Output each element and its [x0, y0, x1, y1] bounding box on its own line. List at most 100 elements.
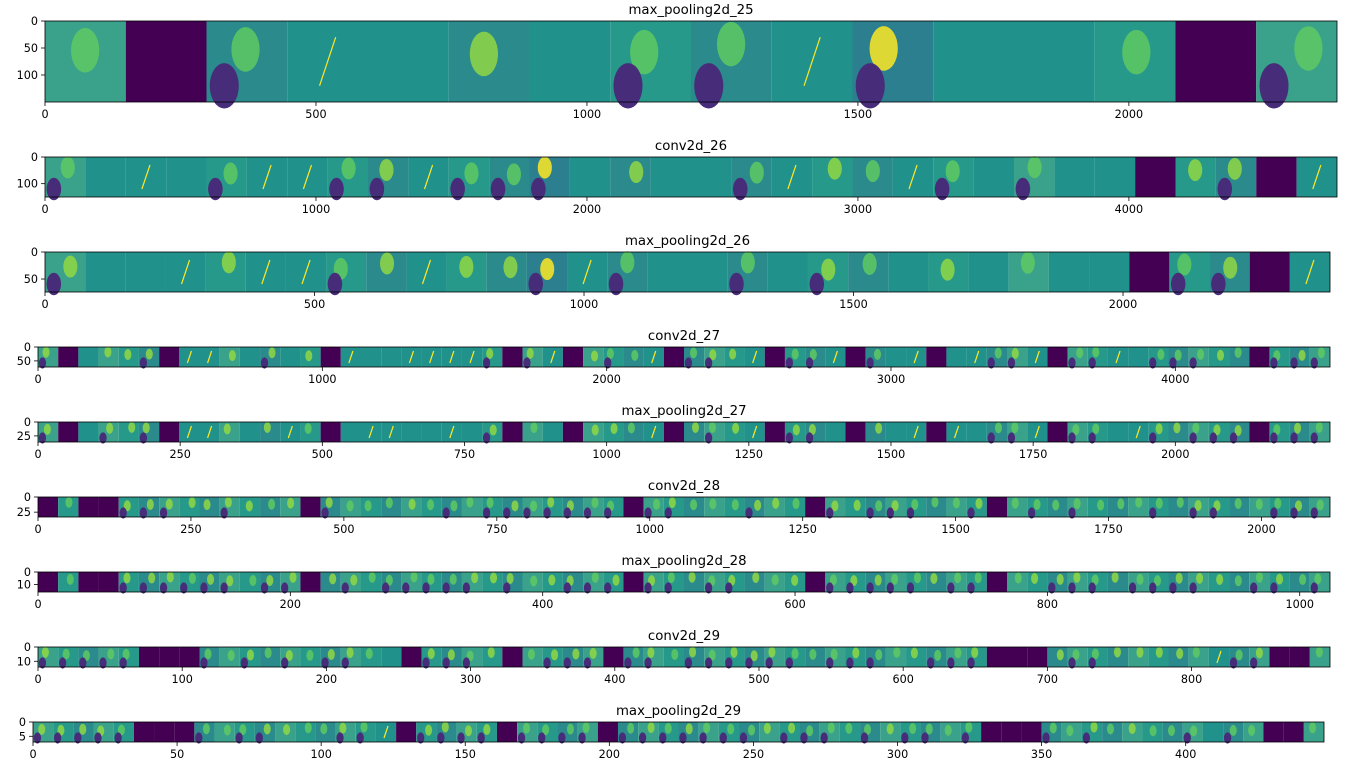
x-tick-label: 1000	[1285, 598, 1313, 611]
feature-edge	[388, 425, 394, 439]
panel-max_pooling2d_29: max_pooling2d_290 50 100 150 200 250 300 350 400…	[19, 704, 1325, 761]
feature-head	[967, 582, 975, 594]
feature-head	[809, 272, 825, 296]
feature-blob	[610, 423, 618, 435]
axes-frame	[32, 721, 1325, 743]
feature-tile	[1107, 422, 1129, 442]
feature-head	[240, 657, 248, 669]
feature-tile	[38, 497, 59, 517]
feature-head	[523, 507, 531, 519]
feature-blob	[771, 574, 779, 586]
x-tick-label: 0	[34, 598, 41, 611]
feature-blob	[1248, 724, 1256, 736]
feature-head	[1290, 432, 1298, 444]
feature-tile	[1249, 422, 1270, 442]
feature-head	[1310, 582, 1318, 594]
feature-head	[705, 582, 713, 594]
feature-tile	[542, 422, 563, 442]
feature-blob	[792, 498, 800, 510]
feature-blob	[750, 650, 758, 662]
feature-blob	[631, 349, 639, 361]
feature-tile	[663, 347, 684, 367]
x-tick-label: 400	[1175, 748, 1196, 761]
feature-head	[1068, 357, 1076, 369]
x-tick-label: 0	[34, 523, 41, 536]
feature-tile	[1129, 252, 1170, 292]
feature-blob	[122, 648, 130, 660]
feature-tile	[85, 252, 126, 292]
feature-blob	[1157, 349, 1165, 361]
feature-blob	[974, 572, 982, 584]
feature-blob	[527, 648, 535, 660]
feature-tile	[381, 347, 402, 367]
feature-blob	[285, 649, 293, 661]
feature-blob	[123, 500, 131, 512]
feature-tile	[764, 422, 785, 442]
feature-blob	[364, 500, 372, 512]
feature-head	[987, 357, 995, 369]
feature-blob	[223, 162, 238, 185]
feature-blob	[829, 574, 837, 586]
feature-tile	[1047, 422, 1068, 442]
feature-head	[195, 732, 203, 744]
feature-head	[422, 582, 430, 594]
feature-head	[785, 657, 794, 669]
x-tick-label: 750	[486, 523, 507, 536]
feature-blob	[1294, 500, 1303, 512]
panel-title: max_pooling2d_25	[628, 3, 753, 18]
feature-head	[1223, 732, 1232, 744]
feature-edge	[651, 350, 657, 364]
feature-tile	[1135, 157, 1176, 197]
feature-edge	[803, 37, 821, 86]
feature-blob	[410, 571, 418, 583]
feature-tile	[986, 497, 1007, 517]
feature-head	[119, 657, 127, 669]
feature-blob	[909, 723, 917, 735]
x-tick-label: 2000	[573, 203, 601, 216]
feature-edge	[262, 164, 272, 190]
feature-tile	[562, 347, 584, 367]
feature-tile	[1256, 157, 1297, 197]
feature-blob	[1316, 499, 1324, 511]
feature-blob	[117, 724, 125, 736]
feature-tile	[973, 157, 1015, 197]
feature-blob	[346, 500, 354, 512]
feature-head	[866, 507, 874, 519]
feature-blob	[427, 573, 435, 585]
feature-blob	[1314, 573, 1322, 585]
feature-head	[583, 582, 592, 594]
x-tick-label: 0	[41, 298, 48, 311]
x-tick-label: 3000	[877, 373, 905, 386]
feature-blob	[106, 422, 114, 434]
feature-head	[1028, 507, 1036, 519]
x-tick-label: 500	[312, 448, 333, 461]
feature-blob	[875, 422, 883, 434]
feature-blob	[827, 722, 835, 734]
feature-head	[780, 732, 788, 744]
feature-tile	[159, 422, 180, 442]
feature-head	[531, 177, 546, 201]
feature-head	[321, 507, 329, 519]
feature-tile	[1249, 347, 1270, 367]
x-tick-label: 250	[743, 748, 764, 761]
x-tick-label: 1250	[788, 523, 816, 536]
feature-tile	[805, 497, 826, 517]
feature-tile	[926, 422, 947, 442]
feature-blob	[38, 723, 46, 735]
feature-tile	[569, 157, 611, 197]
feature-blob	[1223, 256, 1238, 279]
feature-head	[139, 357, 148, 369]
feature-head	[139, 432, 148, 444]
feature-blob	[709, 349, 717, 361]
feature-blob	[850, 575, 858, 587]
feature-blob	[865, 160, 880, 183]
axes-frame	[37, 496, 1331, 518]
x-tick-label: 800	[1037, 598, 1058, 611]
feature-blob	[548, 574, 556, 586]
feature-tile	[368, 21, 449, 102]
y-tick-label: 0	[24, 416, 31, 429]
feature-blob	[1011, 497, 1019, 509]
feature-blob	[368, 571, 376, 583]
feature-head	[624, 657, 632, 669]
x-tick-label: 0	[41, 108, 48, 121]
